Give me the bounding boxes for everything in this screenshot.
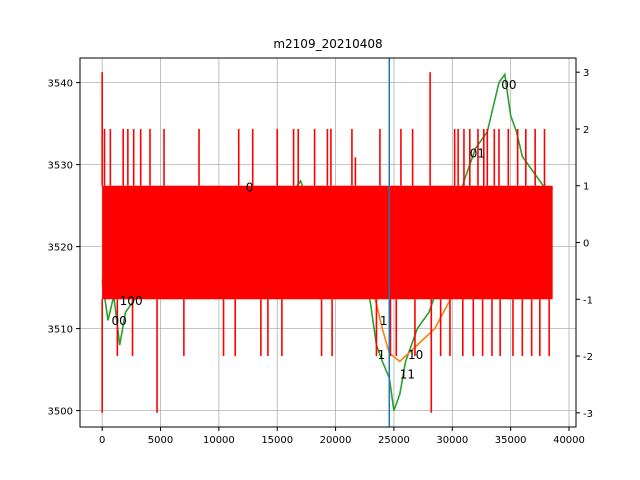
y-left-tick-label: 3540 [48, 79, 73, 90]
plot-series [101, 58, 553, 427]
y-right-tick-label: 1 [583, 182, 589, 193]
annotation-label: 1 [380, 314, 388, 328]
x-tick-label: 25000 [378, 435, 410, 446]
x-tick-label: 35000 [495, 435, 527, 446]
y-left-tick-label: 3520 [48, 243, 73, 254]
y-axis-right: -3 -2 -1 0 1 2 3 [576, 68, 593, 420]
x-tick-label: 40000 [553, 435, 585, 446]
y-right-tick-label: -3 [583, 409, 593, 420]
y-left-tick-label: 3530 [48, 161, 73, 172]
x-tick-label: 5000 [148, 435, 173, 446]
y-right-tick-label: 3 [583, 68, 589, 79]
x-tick-label: 20000 [320, 435, 352, 446]
x-axis: 0 5000 10000 15000 20000 25000 30000 35000 40000 [99, 427, 585, 446]
annotation-label: 11 [400, 368, 415, 382]
x-tick-label: 0 [99, 435, 105, 446]
oscillation-band [102, 185, 553, 300]
y-axis-left: 3500 3510 3520 3530 3540 [48, 79, 80, 418]
y-right-tick-label: 2 [583, 125, 589, 136]
x-tick-label: 10000 [203, 435, 235, 446]
y-right-tick-label: -2 [583, 352, 593, 363]
y-right-tick-label: 0 [583, 239, 589, 250]
y-right-tick-label: -1 [583, 295, 593, 306]
annotation-label: 1 [378, 348, 386, 362]
annotation-label: 10 [408, 348, 423, 362]
chart-title: m2109_20210408 [273, 37, 382, 51]
annotation-label: 01 [470, 146, 485, 160]
x-tick-label: 15000 [261, 435, 293, 446]
x-tick-label: 30000 [436, 435, 468, 446]
annotation-label: 100 [120, 294, 143, 308]
y-left-tick-label: 3500 [48, 407, 73, 418]
annotation-label: 0 [246, 180, 254, 194]
y-left-tick-label: 3510 [48, 325, 73, 336]
annotation-label: 00 [501, 78, 516, 92]
annotation-label: 00 [112, 314, 127, 328]
